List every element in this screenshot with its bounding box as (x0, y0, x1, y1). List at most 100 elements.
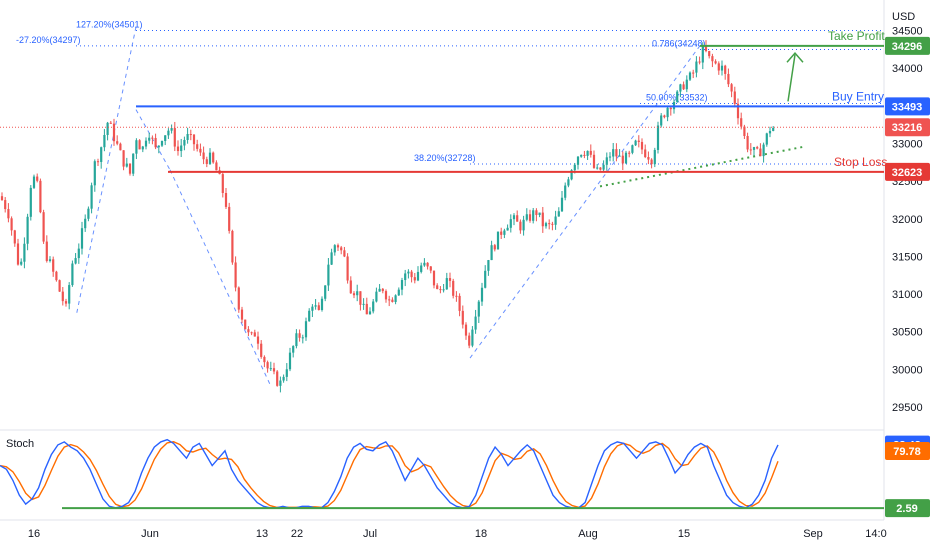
candle-body (484, 270, 487, 288)
candle-body (208, 152, 212, 164)
candle-body (100, 147, 103, 162)
candle-body (256, 336, 260, 344)
candle-body (138, 140, 141, 150)
candle-body (432, 270, 436, 286)
stochastic-k-line (0, 438, 779, 509)
candle-body (234, 262, 237, 288)
stochastic-d-badge (885, 441, 930, 460)
candle-body (618, 155, 621, 157)
stop-loss-badge-text: 32623 (892, 167, 923, 179)
fib-level-label: 127.20%(34501) (76, 20, 143, 30)
candle-body (32, 176, 36, 188)
candle-body (320, 298, 324, 310)
candle-body (727, 73, 730, 85)
candle-body (128, 163, 132, 174)
candle-body (285, 369, 288, 377)
candle-body (733, 91, 736, 104)
candle-body (522, 219, 525, 231)
candle-body (736, 103, 740, 119)
y-tick-label: 31000 (892, 289, 923, 301)
candle-body (333, 245, 336, 253)
candle-body (592, 154, 596, 168)
candle-body (749, 149, 752, 151)
candle-body (77, 248, 80, 259)
candle-body (698, 61, 701, 63)
fib-level-label: 0.786(34248) (652, 39, 706, 49)
candle-body (676, 91, 679, 102)
candle-body (583, 154, 586, 156)
candle-body (439, 289, 442, 291)
candle-body (221, 174, 224, 194)
candle-body (541, 212, 544, 227)
candle-body (327, 264, 330, 286)
candle-body (0, 196, 4, 201)
candle-body (144, 140, 148, 147)
candle-body (461, 310, 464, 325)
candle-body (260, 343, 263, 357)
candle-body (330, 252, 333, 265)
candle-body (324, 285, 327, 299)
candle-body (48, 259, 52, 261)
candle-body (429, 266, 432, 271)
currency-label: USD (892, 11, 915, 23)
candle-body (352, 293, 356, 296)
candle-body (132, 153, 135, 174)
candle-body (474, 316, 477, 330)
candle-body (548, 223, 551, 225)
candle-body (679, 84, 682, 92)
candle-body (496, 231, 500, 250)
candle-body (308, 310, 311, 322)
x-tick-label: 14:0 (865, 528, 886, 540)
candle-body (394, 295, 397, 302)
candle-body (148, 137, 151, 141)
candle-body (116, 141, 119, 144)
candle-body (695, 61, 698, 73)
candle-body (29, 187, 32, 217)
candle-body (74, 258, 77, 264)
candle-body (621, 155, 624, 164)
candle-body (356, 291, 359, 296)
fib-connector-line (135, 109, 171, 171)
candle-body (167, 130, 170, 136)
candle-body (704, 46, 708, 52)
y-tick-label: 32000 (892, 214, 923, 226)
candle-body (266, 362, 269, 369)
candle-body (20, 261, 23, 265)
candle-body (64, 301, 68, 304)
candle-body (442, 289, 445, 291)
candle-body (61, 291, 64, 302)
trade-levels: Take Profit Buy Entry Stop Loss 34296 33493 3… (0, 29, 930, 181)
candle-body (109, 122, 112, 124)
candle-body (762, 144, 765, 157)
candle-body (160, 140, 164, 146)
candle-body (400, 280, 404, 290)
candle-body (58, 280, 61, 292)
candle-body (372, 301, 375, 312)
candle-body (666, 107, 669, 118)
fib-level-label: 38.20%(32728) (414, 153, 476, 163)
candle-body (413, 277, 416, 281)
last-price-badge-text: 33216 (892, 122, 923, 134)
candle-body (692, 72, 695, 74)
candle-body (423, 262, 426, 266)
candle-body (173, 128, 176, 147)
candle-body (237, 287, 240, 310)
candle-body (279, 380, 282, 386)
candle-body (586, 150, 589, 156)
candle-body (192, 134, 196, 145)
x-tick-label: 13 (256, 528, 268, 540)
fib-connector-line (469, 45, 701, 359)
candle-body (336, 245, 340, 248)
candle-body (426, 262, 429, 267)
candle-body (519, 221, 522, 231)
candle-body (231, 230, 234, 263)
stochastic-d-badge-text: 79.78 (893, 446, 921, 458)
candle-body (45, 241, 48, 261)
candle-body (292, 346, 295, 353)
candle-body (346, 256, 349, 281)
candle-body (410, 271, 413, 278)
candle-body (10, 218, 13, 231)
x-tick-label: Aug (578, 528, 598, 540)
